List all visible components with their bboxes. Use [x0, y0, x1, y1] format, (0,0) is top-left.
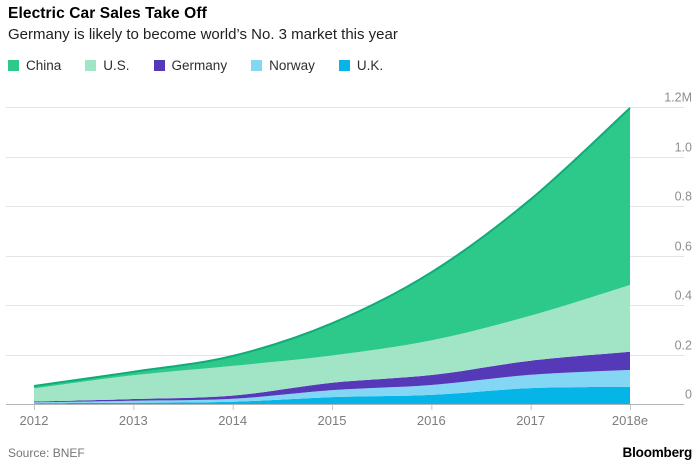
svg-text:2017: 2017: [516, 413, 545, 428]
svg-text:0.4: 0.4: [675, 289, 692, 303]
legend-item-norway: Norway: [251, 58, 315, 73]
svg-text:1.0: 1.0: [675, 141, 692, 155]
legend-item-uk: U.K.: [338, 58, 384, 73]
svg-text:2012: 2012: [20, 413, 49, 428]
svg-text:0.8: 0.8: [675, 190, 692, 204]
legend-label-china: China: [26, 58, 62, 73]
svg-text:2014: 2014: [218, 413, 247, 428]
chart-area: 1.2M 1.0 0.8 0.6 0.4 0.2 0 2012 2013 2014 2015 2016…: [0, 85, 700, 435]
legend-label-norway: Norway: [269, 58, 315, 73]
legend-swatch-norway: [251, 60, 263, 71]
stacked-area-chart: 1.2M 1.0 0.8 0.6 0.4 0.2 0 2012 2013 2014 2015 2016…: [6, 91, 692, 428]
chart-subtitle: Germany is likely to become world’s No. …: [8, 26, 398, 43]
chart-title: Electric Car Sales Take Off: [8, 5, 207, 22]
chart-header: Electric Car Sales Take Off Germany is l…: [8, 5, 692, 43]
legend-swatch-us: [85, 60, 97, 71]
svg-text:1.2M: 1.2M: [664, 91, 692, 105]
legend-swatch-uk: [338, 60, 350, 71]
svg-text:2018e: 2018e: [612, 413, 648, 428]
svg-text:2013: 2013: [119, 413, 148, 428]
legend-label-germany: Germany: [171, 58, 228, 73]
svg-text:0: 0: [685, 388, 692, 402]
bloomberg-logo: Bloomberg: [622, 445, 693, 460]
source-credit: Source: BNEF: [8, 446, 85, 460]
legend-swatch-germany: [153, 60, 165, 71]
svg-text:2016: 2016: [417, 413, 446, 428]
svg-text:2015: 2015: [318, 413, 347, 428]
svg-text:0.6: 0.6: [675, 240, 692, 254]
svg-text:0.2: 0.2: [675, 339, 692, 353]
chart-legend: China U.S. Germany Norway U.K.: [8, 58, 383, 73]
legend-item-germany: Germany: [153, 58, 228, 73]
legend-label-uk: U.K.: [356, 58, 384, 73]
legend-item-us: U.S.: [85, 58, 130, 73]
legend-label-us: U.S.: [103, 58, 130, 73]
chart-footer: Source: BNEF Bloomberg: [8, 445, 692, 460]
legend-swatch-china: [8, 60, 19, 71]
legend-item-china: China: [8, 58, 61, 73]
